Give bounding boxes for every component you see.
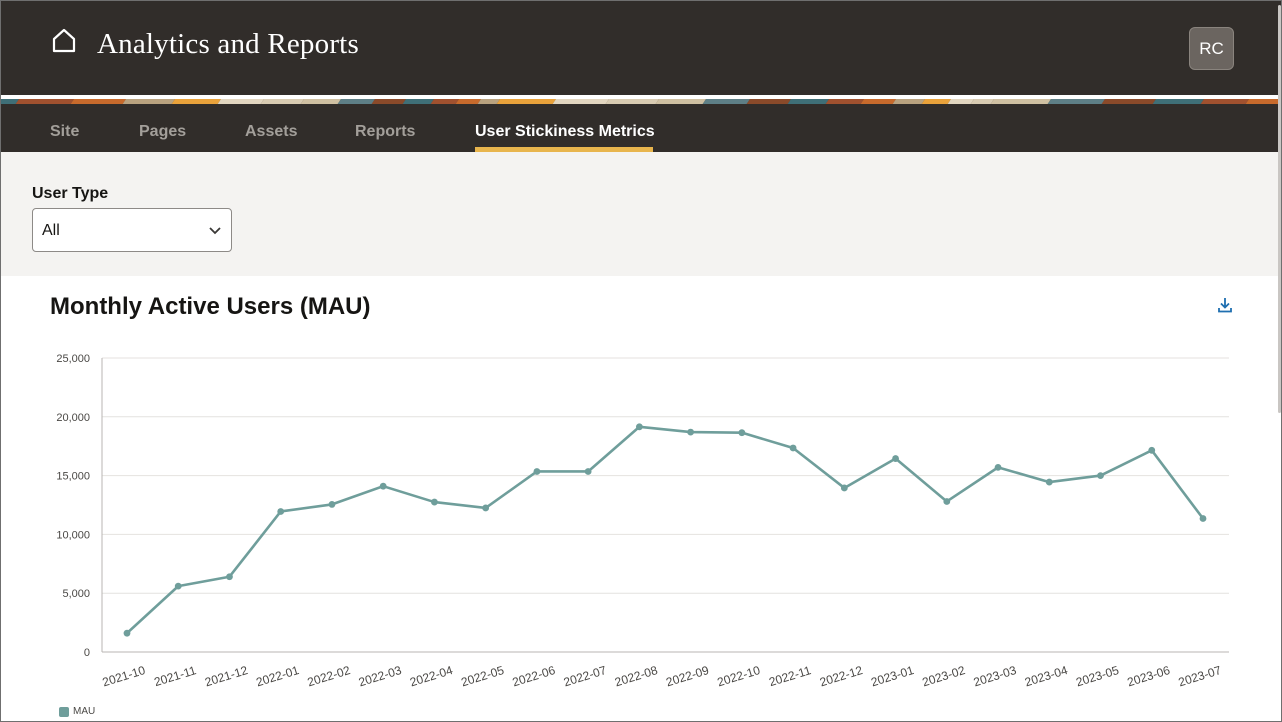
x-tick-label: 2022-03	[357, 663, 404, 689]
data-point	[277, 508, 285, 515]
x-tick-label: 2023-03	[972, 663, 1019, 689]
data-point	[123, 629, 131, 637]
data-point	[431, 498, 438, 506]
x-tick-label: 2021-11	[152, 663, 198, 689]
x-tick-label: 2022-09	[664, 663, 711, 689]
decorative-pattern-band	[1, 95, 1281, 104]
x-tick-label: 2023-06	[1125, 663, 1172, 689]
data-point	[738, 429, 746, 437]
x-tick-label: 2022-02	[306, 663, 353, 689]
data-point	[943, 498, 951, 505]
chart-legend: MAU	[59, 706, 95, 717]
app-header: Analytics and Reports RC	[1, 1, 1281, 95]
y-tick-label: 0	[84, 647, 90, 659]
data-point	[1097, 472, 1104, 479]
tab-reports[interactable]: Reports	[355, 123, 416, 140]
x-tick-label: 2021-10	[101, 663, 148, 689]
x-tick-label: 2023-02	[921, 663, 968, 689]
x-tick-label: 2022-12	[818, 663, 865, 689]
home-icon[interactable]	[50, 27, 78, 55]
data-point	[994, 463, 1002, 471]
x-tick-label: 2023-05	[1074, 663, 1121, 689]
x-tick-label: 2022-04	[408, 663, 455, 689]
data-point	[687, 428, 695, 436]
vertical-scrollbar[interactable]	[1278, 5, 1281, 413]
data-point	[789, 444, 797, 452]
y-tick-label: 5,000	[62, 588, 90, 600]
tab-bar: Site Pages Assets Reports User Stickines…	[1, 104, 1281, 152]
chevron-down-icon	[209, 227, 221, 235]
data-point	[584, 468, 592, 475]
app-title: Analytics and Reports	[97, 28, 359, 60]
user-type-selected-value: All	[42, 222, 60, 239]
data-point	[533, 468, 541, 475]
x-tick-label: 2022-10	[716, 663, 763, 689]
data-point	[892, 455, 899, 462]
series-line-mau	[126, 425, 1205, 635]
data-point	[328, 501, 336, 508]
y-tick-label: 15,000	[56, 471, 90, 483]
x-tick-label: 2022-05	[459, 663, 506, 689]
filter-panel: User Type All	[1, 152, 1281, 276]
data-point	[379, 482, 387, 490]
user-type-select[interactable]: All	[32, 208, 232, 252]
data-point	[1199, 515, 1207, 522]
x-tick-label: 2022-07	[562, 663, 609, 689]
user-type-label: User Type	[32, 185, 109, 202]
tab-site[interactable]: Site	[50, 123, 80, 140]
data-point	[635, 423, 643, 431]
x-tick-label: 2022-06	[511, 663, 558, 689]
user-avatar[interactable]: RC	[1189, 27, 1234, 70]
data-point	[482, 504, 490, 512]
chart-title: Monthly Active Users (MAU)	[50, 293, 371, 320]
y-tick-label: 10,000	[56, 529, 90, 541]
x-tick-label: 2022-01	[254, 663, 301, 689]
x-tick-label: 2023-01	[869, 663, 916, 689]
data-point	[840, 484, 848, 492]
tab-pages[interactable]: Pages	[139, 123, 187, 140]
legend-label: MAU	[73, 706, 96, 717]
x-tick-label: 2022-11	[767, 663, 813, 689]
legend-swatch	[59, 706, 69, 717]
x-tick-label: 2021-12	[203, 663, 250, 689]
data-point	[226, 573, 233, 581]
active-tab-indicator	[475, 147, 653, 152]
x-tick-label: 2023-04	[1023, 663, 1070, 689]
data-point	[1045, 478, 1053, 486]
download-icon[interactable]	[1217, 297, 1233, 313]
data-point	[1148, 446, 1156, 454]
y-tick-label: 25,000	[56, 353, 90, 365]
x-tick-label: 2022-08	[613, 663, 660, 689]
y-tick-label: 20,000	[56, 412, 90, 424]
tab-assets[interactable]: Assets	[245, 123, 298, 140]
tab-user-stickiness-metrics[interactable]: User Stickiness Metrics	[475, 123, 655, 140]
x-tick-label: 2023-07	[1177, 663, 1224, 689]
data-point	[174, 582, 182, 590]
